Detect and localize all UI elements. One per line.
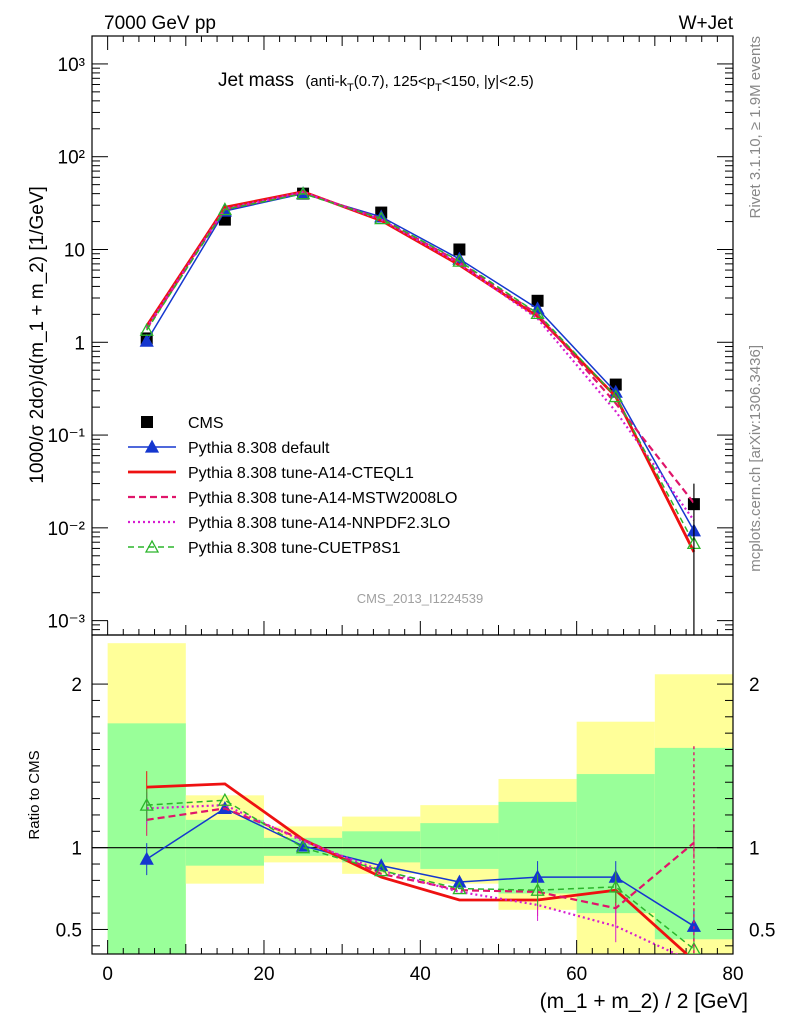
x-tick-label: 20 bbox=[253, 964, 274, 985]
band-inner-1 bbox=[185, 819, 264, 866]
main-series-marker-1 bbox=[139, 333, 154, 347]
x-axis-label: (m_1 + m_2) / 2 [GeV] bbox=[540, 990, 748, 1013]
x-tick-label: 0 bbox=[102, 964, 113, 985]
watermark-analysis-id: CMS_2013_I1224539 bbox=[357, 591, 484, 606]
plot-title: Jet mass (anti-kT(0.7), 125<pT<150, |y|<… bbox=[218, 70, 534, 94]
x-tick-label: 40 bbox=[410, 964, 431, 985]
legend: CMS Pythia 8.308 default Pythia 8.308 tune… bbox=[128, 415, 457, 557]
main-series-line-4 bbox=[145, 191, 695, 522]
ratio-series-marker-0 bbox=[686, 918, 702, 932]
main-plot-series bbox=[139, 186, 702, 635]
main-series-marker-5 bbox=[608, 389, 623, 403]
x-tick-label: 60 bbox=[566, 964, 587, 985]
plot-title-detail: (anti-k bbox=[305, 73, 347, 90]
legend-marker-1 bbox=[144, 439, 160, 453]
ratio-y-tick-label: 0.5 bbox=[56, 920, 82, 941]
plot-title-detail-3: <150, |y|<2.5) bbox=[442, 73, 534, 90]
main-series-marker-5 bbox=[217, 202, 232, 216]
cms-data-point bbox=[609, 378, 622, 391]
ratio-y-tick-label: 2 bbox=[71, 675, 82, 696]
ratio-series-line-4 bbox=[146, 799, 695, 950]
ratio-series-marker-4 bbox=[139, 797, 154, 811]
ratio-frame bbox=[91, 634, 734, 955]
band-inner-3 bbox=[342, 831, 421, 863]
main-y-tick-label: 10² bbox=[58, 148, 85, 169]
main-y-tick-label: 10³ bbox=[58, 55, 85, 76]
ratio-y-axis-label: Ratio to CMS bbox=[26, 750, 43, 839]
legend-label-5: Pythia 8.308 tune-CUETP8S1 bbox=[188, 540, 401, 557]
plot-title-main: Jet mass bbox=[218, 70, 294, 91]
cms-data-point bbox=[531, 294, 544, 307]
main-series-line-5 bbox=[146, 192, 695, 544]
ratio-series-marker-0 bbox=[139, 851, 154, 865]
ratio-series-line-2 bbox=[146, 807, 695, 910]
ratio-plot-series bbox=[139, 746, 702, 954]
rivet-version-label: Rivet 3.1.10, ≥ 1.9M events bbox=[747, 36, 764, 219]
ratio-y-tick-label-right: 0.5 bbox=[749, 920, 775, 941]
x-tick-label: 80 bbox=[722, 964, 743, 985]
main-series-marker-5 bbox=[139, 322, 154, 336]
band-inner-4 bbox=[420, 823, 499, 869]
ratio-series-marker-4 bbox=[374, 863, 389, 877]
ratio-y-tick-label: 1 bbox=[71, 839, 82, 860]
main-series-marker-5 bbox=[530, 305, 545, 320]
ratio-series-marker-4 bbox=[530, 882, 545, 896]
mcplots-site-label: mcplots.cern.ch [arXiv:1306.3436] bbox=[747, 345, 764, 572]
main-y-tick-label: 10 bbox=[64, 240, 85, 261]
legend-marker-5 bbox=[144, 539, 160, 553]
ratio-uncertainty-bands bbox=[107, 643, 733, 954]
ratio-series-marker-4 bbox=[608, 879, 623, 893]
ratio-y-tick-label-right: 1 bbox=[749, 839, 760, 860]
ratio-series-marker-4 bbox=[295, 840, 311, 854]
legend-label-2: Pythia 8.308 tune-A14-CTEQL1 bbox=[188, 465, 414, 482]
legend-label-4: Pythia 8.308 tune-A14-NNPDF2.3LO bbox=[188, 515, 450, 532]
ratio-series-line-1 bbox=[146, 782, 689, 954]
main-y-tick-label: 10⁻³ bbox=[48, 612, 86, 633]
legend-label-1: Pythia 8.308 default bbox=[188, 440, 330, 457]
ratio-plot-frame: 0.5 0.51 12 20 20 40 60 80 bbox=[56, 634, 775, 985]
main-y-tick-label: 10⁻¹ bbox=[48, 426, 86, 447]
legend-label-0: CMS bbox=[188, 415, 224, 432]
ratio-series-line-3 bbox=[146, 804, 679, 954]
main-series-line-1 bbox=[146, 192, 695, 532]
main-y-tick-label: 10⁻² bbox=[48, 519, 86, 540]
main-series-marker-5 bbox=[374, 211, 389, 225]
plot-title-detail-2: (0.7), 125<p bbox=[354, 73, 435, 90]
main-y-tick-label: 1 bbox=[74, 333, 85, 354]
main-series-marker-5 bbox=[452, 253, 467, 267]
plot-title-sub-1: T bbox=[347, 82, 354, 94]
band-inner-0 bbox=[107, 723, 186, 954]
ratio-series-clipped bbox=[139, 746, 702, 954]
legend-label-3: Pythia 8.308 tune-A14-MSTW2008LO bbox=[188, 490, 457, 507]
cms-data-point bbox=[453, 243, 466, 256]
header-left-label: 7000 GeV pp bbox=[104, 13, 216, 34]
main-series-marker-5 bbox=[295, 186, 311, 200]
ratio-series-marker-4 bbox=[217, 792, 232, 806]
legend-marker-cms bbox=[141, 416, 153, 428]
header-right-label: W+Jet bbox=[679, 13, 734, 34]
main-y-axis-label: 1000/σ 2dσ)/d(m_1 + m_2) [1/GeV] bbox=[27, 186, 48, 484]
ratio-series-marker-4 bbox=[452, 881, 467, 895]
plot-title-sub-2: T bbox=[435, 82, 442, 94]
ratio-y-tick-label-right: 2 bbox=[749, 675, 760, 696]
ratio-series-marker-4 bbox=[687, 941, 701, 954]
